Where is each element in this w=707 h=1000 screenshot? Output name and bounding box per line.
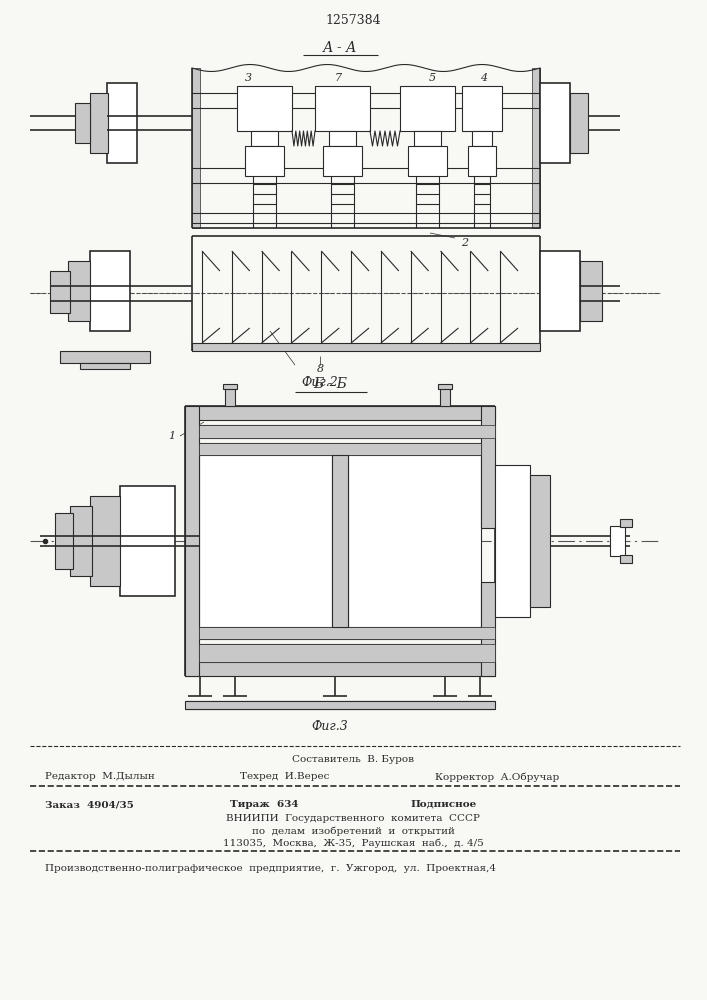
Bar [414, 131, 441, 146]
Bar [532, 68, 540, 228]
Bar [90, 251, 130, 331]
Bar [570, 93, 588, 153]
Bar [55, 513, 73, 569]
Bar [620, 555, 632, 563]
Bar [199, 443, 481, 455]
Bar [50, 271, 70, 313]
Bar [185, 701, 495, 709]
Bar [192, 68, 200, 228]
Bar [620, 519, 632, 527]
Bar [540, 251, 580, 331]
Text: Б - Б: Б - Б [313, 377, 347, 391]
Text: Фиг.2: Фиг.2 [302, 376, 339, 389]
Text: 8: 8 [317, 364, 324, 374]
Bar [70, 506, 92, 576]
Bar [481, 406, 495, 528]
Bar [251, 131, 279, 146]
Text: 5: 5 [428, 73, 436, 83]
Bar [530, 475, 550, 607]
Bar [540, 83, 570, 163]
Text: 113035,  Москва,  Ж-35,  Раушская  наб.,  д. 4/5: 113035, Москва, Ж-35, Раушская наб., д. … [223, 838, 484, 848]
Text: Техред  И.Верес: Техред И.Верес [240, 772, 329, 781]
Bar [468, 146, 496, 176]
Text: Тираж  634: Тираж 634 [230, 800, 298, 809]
Text: А - А: А - А [323, 41, 357, 55]
Bar [185, 662, 495, 676]
Bar [332, 455, 348, 627]
Bar [348, 455, 481, 627]
Bar [75, 103, 90, 143]
Bar [408, 146, 447, 176]
Bar [185, 406, 199, 676]
Text: 7: 7 [334, 73, 341, 83]
Text: Фиг.3: Фиг.3 [312, 720, 349, 732]
Bar [90, 496, 120, 586]
Bar [323, 146, 362, 176]
Text: Составитель  В. Буров: Составитель В. Буров [292, 754, 414, 764]
Bar [462, 86, 502, 131]
Text: ВНИИПИ  Государственного  комитета  СССР: ВНИИПИ Государственного комитета СССР [226, 814, 480, 823]
Text: по  делам  изобретений  и  открытий: по делам изобретений и открытий [252, 826, 455, 836]
Bar [80, 363, 130, 369]
Text: Подписное: Подписное [410, 800, 477, 809]
Bar [90, 93, 108, 153]
Bar [60, 351, 150, 363]
Bar [199, 627, 495, 639]
Bar [400, 86, 455, 131]
Bar [199, 455, 332, 627]
Bar [438, 384, 452, 389]
Bar [315, 86, 370, 131]
Text: 1: 1 [168, 431, 175, 441]
Bar [580, 261, 602, 321]
Bar [199, 425, 495, 438]
Bar [329, 131, 356, 146]
Bar [440, 388, 450, 406]
Bar [223, 384, 237, 389]
Bar [237, 86, 292, 131]
Bar [120, 486, 175, 596]
Text: 2: 2 [462, 238, 469, 248]
Bar [495, 465, 530, 617]
Text: Производственно-полиграфическое  предприятие,  г.  Ужгород,  ул.  Проектная,4: Производственно-полиграфическое предприя… [45, 864, 496, 873]
Text: Заказ  4904/35: Заказ 4904/35 [45, 800, 134, 809]
Bar [481, 582, 495, 676]
Text: Корректор  А.Обручар: Корректор А.Обручар [435, 772, 559, 782]
Bar [472, 131, 492, 146]
Bar [225, 388, 235, 406]
Bar [185, 406, 495, 420]
Bar [245, 146, 284, 176]
Text: Редактор  М.Дылын: Редактор М.Дылын [45, 772, 155, 781]
Bar [107, 83, 137, 163]
Bar [199, 644, 495, 662]
Bar [192, 343, 540, 351]
Text: 4: 4 [481, 73, 488, 83]
Text: 3: 3 [245, 73, 252, 83]
Bar [610, 526, 625, 556]
Text: 1257384: 1257384 [325, 13, 381, 26]
Bar [68, 261, 90, 321]
